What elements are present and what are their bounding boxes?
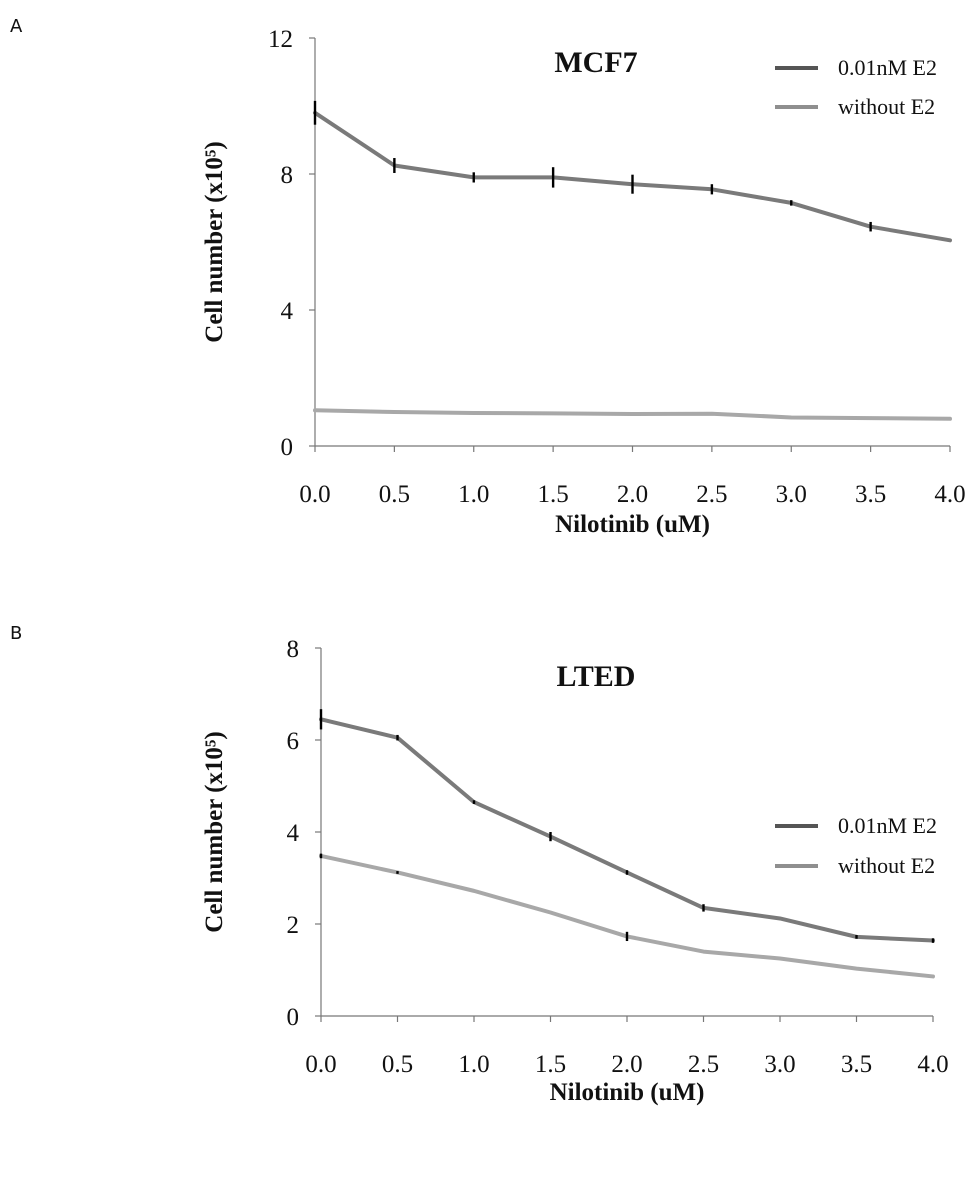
panel-letter-b: B: [10, 623, 22, 644]
chart-panel-b: B LTED 0 2 4 6 8 0.0 0.5 1.0 1.5 2.0 2.5 3.0 3.5 4.0 N…: [10, 623, 949, 1106]
data-point: [710, 412, 714, 416]
legend-label: 0.01nM E2: [838, 55, 937, 80]
y-axis-label: Cell number (x10⁵): [201, 141, 228, 342]
x-tick-label: 2.5: [696, 481, 727, 508]
x-tick-label: 2.0: [617, 481, 648, 508]
y-tick-label: 0: [287, 1004, 300, 1031]
x-tick-label: 4.0: [917, 1051, 948, 1078]
x-tick-label: 3.5: [855, 481, 886, 508]
y-tick-label: 8: [281, 162, 294, 189]
x-tick-label: 4.0: [934, 481, 965, 508]
data-point: [789, 415, 793, 419]
panel-letter-a: A: [10, 16, 23, 37]
y-tick-label: 2: [287, 912, 300, 939]
x-tick-label: 2.5: [688, 1051, 719, 1078]
x-tick-label: 1.5: [538, 481, 569, 508]
data-point: [855, 967, 858, 971]
x-tick-label: 0.5: [382, 1051, 413, 1078]
y-tick-label: 4: [287, 820, 300, 847]
data-point: [931, 974, 935, 978]
y-tick-label: 12: [268, 26, 293, 53]
y-tick-label: 0: [281, 434, 294, 461]
data-point: [472, 889, 476, 893]
data-point: [948, 238, 952, 242]
x-tick-label: 1.0: [458, 1051, 489, 1078]
data-point: [948, 417, 952, 421]
x-tick-label: 3.0: [776, 481, 807, 508]
data-point: [472, 411, 476, 415]
y-axis-label: Cell number (x10⁵): [201, 731, 228, 932]
chart-title-mcf7: MCF7: [554, 46, 637, 79]
data-point: [702, 950, 705, 954]
legend-label: 0.01nM E2: [838, 813, 937, 838]
x-tick-label: 1.0: [458, 481, 489, 508]
data-point: [778, 957, 782, 960]
x-tick-label: 0.5: [379, 481, 410, 508]
data-point: [869, 416, 873, 420]
y-tick-label: 4: [281, 298, 294, 325]
x-tick-label: 0.0: [299, 481, 330, 508]
data-point: [392, 410, 396, 414]
data-point: [549, 911, 552, 914]
data-point: [551, 411, 555, 415]
x-tick-label: 1.5: [535, 1051, 566, 1078]
y-tick-label: 6: [287, 728, 300, 755]
y-tick-label: 8: [287, 636, 300, 663]
x-tick-label: 0.0: [305, 1051, 336, 1078]
x-axis-label: Nilotinib (uM): [555, 511, 710, 538]
x-tick-label: 3.0: [764, 1051, 795, 1078]
x-tick-label: 2.0: [611, 1051, 642, 1078]
chart-title-lted: LTED: [557, 660, 636, 693]
legend-label: without E2: [838, 94, 935, 119]
chart-panel-a: A MCF7 0 4 8 12 0.0 0.5 1.0 1.5 2.0 2.5 3.0 3.5 4.0 N…: [10, 16, 966, 538]
data-point: [313, 408, 317, 412]
legend-label: without E2: [838, 853, 935, 878]
x-tick-label: 3.5: [841, 1051, 872, 1078]
data-point: [778, 916, 782, 920]
x-axis-label: Nilotinib (uM): [550, 1079, 705, 1106]
data-point: [631, 412, 634, 416]
